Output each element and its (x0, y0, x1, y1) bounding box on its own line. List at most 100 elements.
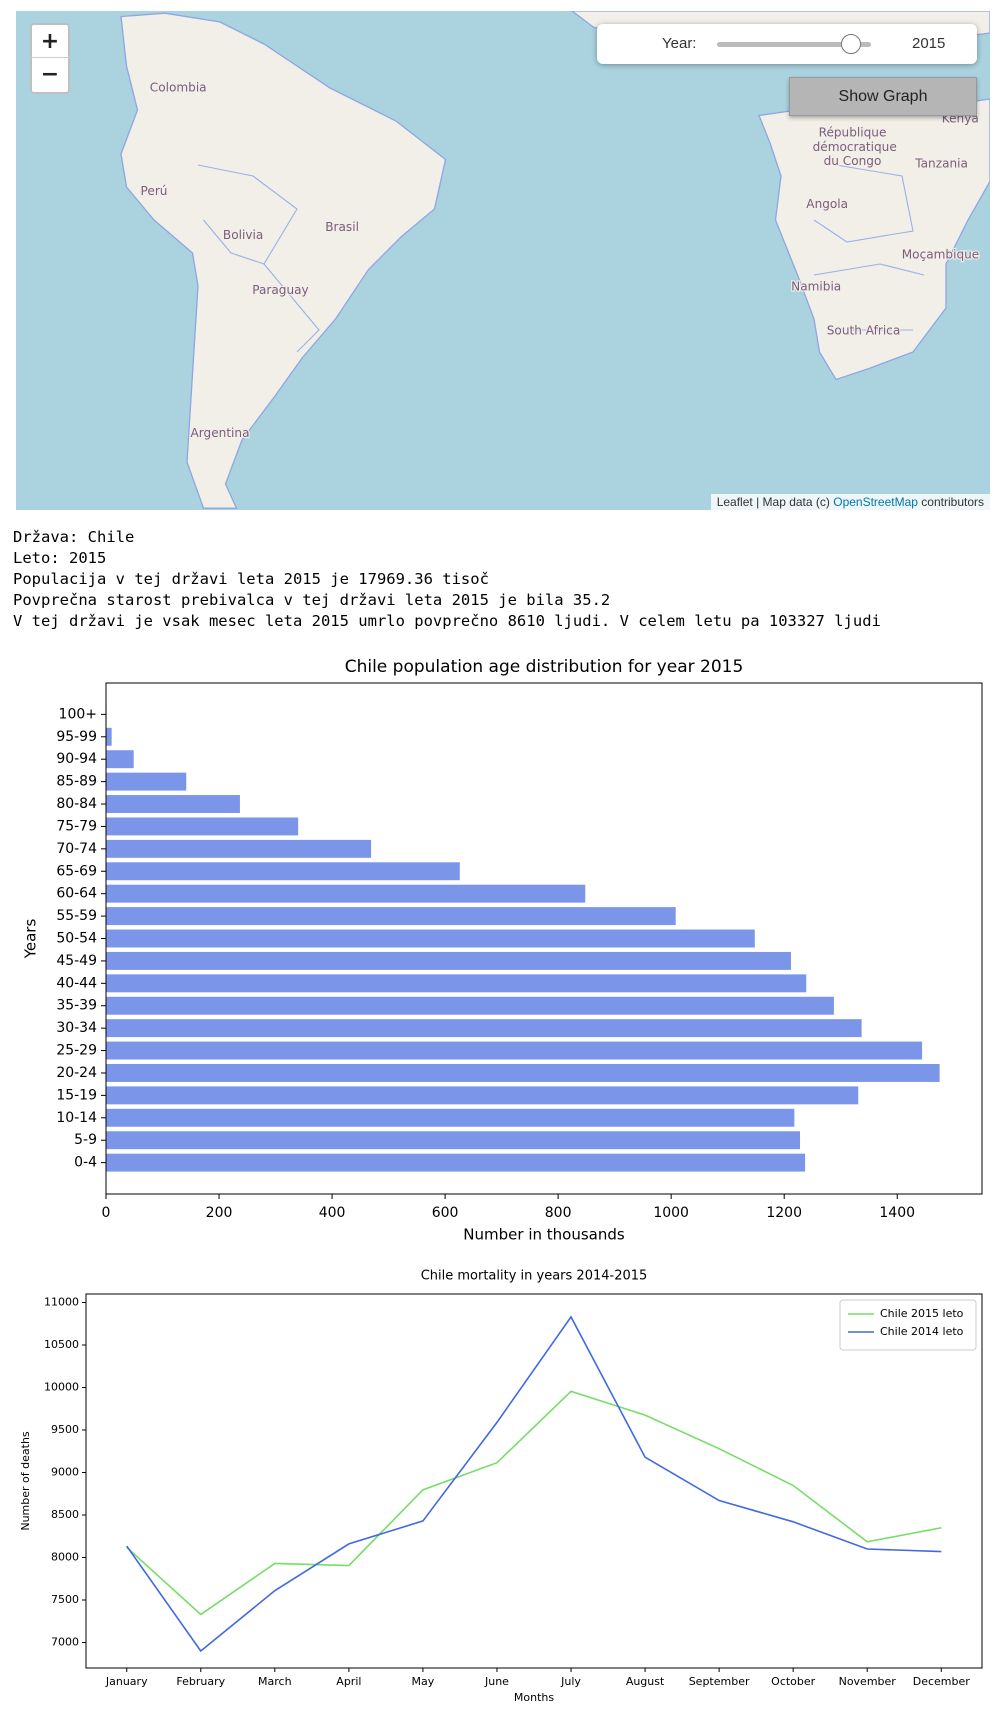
attribution-text: contributors (921, 495, 984, 509)
y-axis-label: Years (22, 919, 40, 960)
y-tick-label: 75-79 (56, 818, 97, 834)
x-tick-label: 800 (545, 1205, 572, 1221)
slider-track[interactable] (717, 42, 871, 47)
x-tick-label: 1200 (766, 1205, 802, 1221)
country-label: Colombia (150, 81, 207, 95)
bar (106, 884, 586, 903)
y-tick-label: 5-9 (74, 1132, 97, 1148)
x-tick-label: September (689, 1675, 750, 1688)
y-tick-label: 70-74 (56, 841, 97, 857)
legend-box (839, 1299, 977, 1351)
y-tick-label: 15-19 (56, 1087, 97, 1103)
bar (106, 772, 187, 791)
y-tick-label: 9000 (51, 1466, 79, 1479)
bar (106, 1041, 923, 1060)
land (120, 12, 447, 509)
bar (106, 795, 240, 813)
y-tick-label: 10000 (44, 1381, 79, 1394)
bar (106, 862, 460, 881)
y-tick-label: 95-99 (56, 729, 97, 745)
year-control: Year: 2015 (597, 24, 977, 64)
info-line: Država: Chile (13, 528, 135, 546)
y-tick-label: 40-44 (56, 975, 97, 991)
chart-title: Chile population age distribution for ye… (345, 657, 744, 677)
age-chart: Chile population age distribution for ye… (22, 657, 983, 1244)
x-tick-label: May (412, 1675, 435, 1688)
info: Država: Chile Leto: 2015 Populacija v tej … (13, 527, 881, 632)
country-label: démocratique (813, 140, 897, 154)
country-label: South Africa (827, 324, 900, 338)
land (758, 98, 990, 381)
country-label: Moçambique (902, 248, 980, 262)
y-tick-label: 60-64 (56, 886, 97, 902)
x-tick-label: July (560, 1675, 581, 1688)
y-tick-label: 100+ (59, 706, 97, 722)
legend-label: Chile 2015 leto (880, 1307, 964, 1320)
y-tick-label: 55-59 (56, 908, 97, 924)
y-axis-label: Number of deaths (19, 1431, 32, 1531)
country-label: Argentina (191, 426, 250, 440)
mortality-chart: Chile mortality in years 2014-2015 7000 75… (19, 1269, 983, 1704)
x-tick-label: 400 (319, 1205, 346, 1221)
y-tick-label: 65-69 (56, 863, 97, 879)
x-tick-label: 1400 (879, 1205, 915, 1221)
y-tick-label: 45-49 (56, 953, 97, 969)
country-label: Namibia (791, 280, 841, 294)
chart-title: Chile mortality in years 2014-2015 (421, 1269, 648, 1284)
x-tick-label: 200 (206, 1205, 233, 1221)
x-axis-label: Number in thousands (463, 1226, 625, 1244)
country-label: Angola (806, 197, 848, 211)
zoom-in[interactable]: + (30, 23, 70, 61)
bar (106, 996, 834, 1015)
x-tick-label: October (771, 1675, 815, 1688)
bar (106, 951, 791, 970)
slider-thumb[interactable] (841, 34, 861, 54)
bar (106, 1108, 795, 1127)
year-value: 2015 (912, 35, 946, 52)
country-label: République (819, 126, 887, 140)
country-label: Bolivia (223, 228, 263, 242)
country-label: Brasil (325, 220, 359, 234)
y-tick-label: 0-4 (74, 1155, 97, 1171)
x-tick-label: December (913, 1675, 971, 1688)
x-axis-label: Months (514, 1691, 554, 1704)
map-tiles: Colombia Perú Bolivia Brasil Paraguay Argenti… (120, 11, 990, 509)
bar (106, 727, 112, 746)
show-graph-button[interactable]: Show Graph (789, 77, 977, 116)
bar (106, 750, 134, 769)
y-tick-label: 9500 (51, 1423, 79, 1436)
x-tick-label: February (176, 1675, 225, 1688)
y-tick-label: 10500 (44, 1338, 79, 1351)
bar (106, 1064, 940, 1082)
x-tick-label: November (839, 1675, 897, 1688)
y-tick-label: 50-54 (56, 931, 97, 947)
y-tick-label: 85-89 (56, 774, 97, 790)
y-tick-label: 11000 (44, 1296, 79, 1309)
bar (106, 839, 372, 858)
x-tick-label: January (105, 1675, 148, 1688)
y-tick-label: 80-84 (56, 796, 97, 812)
attribution: Leaflet | Map data (c) OpenStreetMap con… (710, 494, 990, 510)
y-tick-label: 8000 (51, 1551, 79, 1564)
bar (106, 1153, 806, 1172)
attribution-link[interactable]: OpenStreetMap (833, 495, 918, 509)
country-label: Paraguay (252, 283, 308, 297)
x-tick-label: 600 (432, 1205, 459, 1221)
y-tick-label: 8500 (51, 1508, 79, 1521)
country-label: du Congo (824, 154, 882, 168)
country-label: Tanzania (914, 156, 968, 170)
info-line: Leto: 2015 (13, 549, 107, 567)
plot-frame (85, 1293, 983, 1669)
series-line (126, 1315, 942, 1653)
bar (106, 1086, 859, 1105)
y-tick-label: 35-39 (56, 998, 97, 1014)
zoom-out[interactable]: − (30, 57, 70, 94)
y-tick-label: 7500 (51, 1593, 79, 1606)
x-tick-label: April (336, 1675, 361, 1688)
x-tick-label: August (626, 1675, 665, 1688)
year-label: Year: (662, 35, 697, 52)
attribution-text: Leaflet | Map data (c) (716, 495, 830, 509)
bar (106, 974, 807, 993)
bar (106, 1131, 801, 1150)
x-tick-label: June (484, 1675, 509, 1688)
